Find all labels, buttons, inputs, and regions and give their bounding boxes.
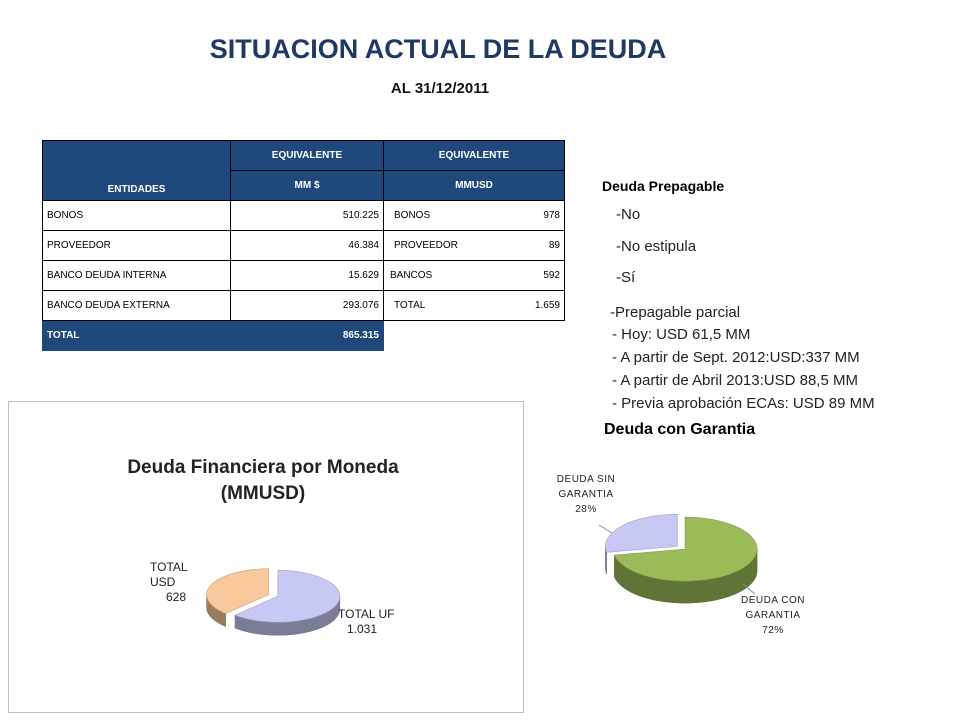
pie-label-con-line: GARANTIA xyxy=(745,610,801,621)
page-title: SITUACION ACTUAL DE LA DEUDA xyxy=(209,34,667,64)
prepay-option-no: -No xyxy=(616,206,641,223)
prepay-option-no-estipula: -No estipula xyxy=(616,238,697,255)
mm-cell: 15.629 xyxy=(230,260,384,291)
pie-label-sin-line: GARANTIA xyxy=(558,489,614,500)
header-mm: MM $ xyxy=(230,170,384,201)
usd-label: TOTAL xyxy=(394,300,426,311)
currency-chart-title: Deuda Financiera por Moneda (MMUSD) xyxy=(98,455,428,507)
prepay-partial-item: - A partir de Abril 2013:USD 88,5 MM xyxy=(612,372,858,389)
header-mmusd: MMUSD xyxy=(383,170,565,201)
pie-label-con-line: DEUDA CON xyxy=(741,595,805,606)
prepay-partial-heading: -Prepagable parcial xyxy=(610,304,741,321)
mm-cell: 510.225 xyxy=(230,200,384,231)
table-header-row-bottom: MM $ MMUSD xyxy=(43,170,565,201)
guarantee-pie-slice-0 xyxy=(613,516,758,582)
usd-cell: TOTAL 1.659 xyxy=(383,290,565,321)
pie-label-con-garantia: DEUDA CON GARANTIA 72% xyxy=(735,593,811,638)
pie-label-usd: TOTAL USD 628 xyxy=(150,560,210,605)
usd-value: 592 xyxy=(543,270,560,281)
guarantee-pie-slice-1 xyxy=(605,513,678,553)
pie-label-uf: TOTAL UF 1.031 xyxy=(338,607,394,637)
currency-chart-title-line: Deuda Financiera por Moneda xyxy=(127,457,399,478)
pie-label-sin-garantia: DEUDA SIN GARANTIA 28% xyxy=(548,472,624,517)
pie-label-con-value: 72% xyxy=(762,625,784,636)
currency-pie-slice-1 xyxy=(206,568,269,614)
leader-line xyxy=(742,583,756,595)
table-header-row-top: ENTIDADES EQUIVALENTE EQUIVALENTE xyxy=(42,140,565,201)
usd-value: 89 xyxy=(548,240,560,251)
pie-label-usd-value: 628 xyxy=(166,590,187,604)
usd-value: 1.659 xyxy=(534,300,560,311)
usd-label: PROVEEDOR xyxy=(394,240,458,251)
header-entidades: ENTIDADES xyxy=(42,140,231,201)
page-subtitle: AL 31/12/2011 xyxy=(390,80,490,97)
table-row: BONOS 510.225 BONOS 978 xyxy=(42,200,565,231)
debt-table: ENTIDADES EQUIVALENTE EQUIVALENTE MM $ M… xyxy=(42,140,565,351)
pie-label-sin-value: 28% xyxy=(575,504,597,515)
prepay-heading: Deuda Prepagable xyxy=(602,178,725,194)
pie-label-sin-line: DEUDA SIN xyxy=(556,474,616,485)
leader-line xyxy=(598,524,613,534)
usd-label: BANCOS xyxy=(390,270,433,281)
pie-label-uf-value: 1.031 xyxy=(347,622,378,636)
guarantee-heading: Deuda con Garantia xyxy=(604,421,756,438)
table-row: BANCO DEUDA EXTERNA 293.076 TOTAL 1.659 xyxy=(42,290,565,321)
entity-cell: PROVEEDOR xyxy=(42,230,231,261)
prepay-partial-item: - Previa aprobación ECAs: USD 89 MM xyxy=(612,395,875,412)
prepay-option-si: -Sí xyxy=(616,269,636,286)
table-total-row: TOTAL 865.315 xyxy=(42,320,565,351)
header-equivalente-usd: EQUIVALENTE xyxy=(383,140,565,171)
pie-label-usd-name: TOTAL USD xyxy=(150,560,188,589)
table-row: BANCO DEUDA INTERNA 15.629 BANCOS 592 xyxy=(42,260,565,291)
entity-cell: BANCO DEUDA EXTERNA xyxy=(42,290,231,321)
entity-cell: BONOS xyxy=(42,200,231,231)
usd-label: BONOS xyxy=(394,210,431,221)
currency-pie-slice-0 xyxy=(234,570,341,623)
usd-cell: BONOS 978 xyxy=(383,200,565,231)
usd-cell: BANCOS 592 xyxy=(383,260,565,291)
total-empty-cell xyxy=(383,320,565,351)
usd-cell: PROVEEDOR 89 xyxy=(383,230,565,261)
mm-cell: 46.384 xyxy=(230,230,384,261)
currency-chart-title-line: (MMUSD) xyxy=(220,483,306,504)
mm-cell: 293.076 xyxy=(230,290,384,321)
currency-chart-frame xyxy=(8,401,524,713)
total-label: TOTAL xyxy=(42,320,231,351)
pie-label-uf-name: TOTAL UF xyxy=(338,607,395,621)
table-row: PROVEEDOR 46.384 PROVEEDOR 89 xyxy=(42,230,565,261)
header-equivalente-mm: EQUIVALENTE xyxy=(230,140,384,171)
prepay-partial-item: - A partir de Sept. 2012:USD:337 MM xyxy=(612,349,860,366)
usd-value: 978 xyxy=(543,210,560,221)
prepay-partial-item: - Hoy: USD 61,5 MM xyxy=(612,326,751,343)
entity-cell: BANCO DEUDA INTERNA xyxy=(42,260,231,291)
